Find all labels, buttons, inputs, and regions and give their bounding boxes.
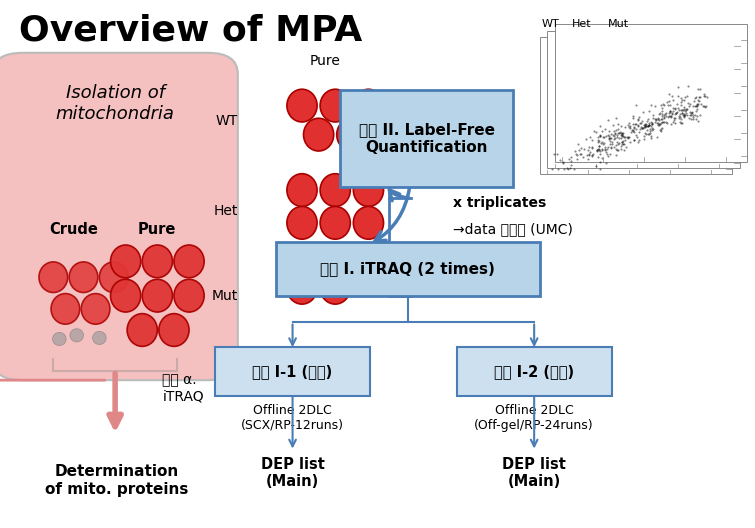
Text: Offline 2DLC
(Off-gel/RP-24runs): Offline 2DLC (Off-gel/RP-24runs) — [474, 404, 594, 432]
Text: Pure: Pure — [137, 222, 176, 237]
Text: Het: Het — [214, 204, 238, 218]
Ellipse shape — [174, 245, 204, 278]
Ellipse shape — [320, 206, 350, 239]
Ellipse shape — [159, 314, 189, 346]
Text: x triplicates: x triplicates — [453, 196, 547, 210]
Text: Crude: Crude — [49, 222, 98, 237]
Text: Het: Het — [572, 19, 591, 29]
FancyBboxPatch shape — [215, 347, 370, 396]
Ellipse shape — [320, 271, 350, 304]
Text: →data 분석중 (UMC): →data 분석중 (UMC) — [453, 223, 573, 237]
Ellipse shape — [127, 314, 157, 346]
Ellipse shape — [100, 262, 128, 293]
Text: Pure: Pure — [310, 54, 340, 68]
Ellipse shape — [93, 332, 106, 345]
FancyBboxPatch shape — [457, 347, 612, 396]
Text: WT: WT — [542, 19, 560, 29]
Ellipse shape — [353, 174, 384, 206]
Ellipse shape — [70, 328, 84, 342]
Ellipse shape — [69, 262, 98, 293]
Text: Mut: Mut — [608, 19, 629, 29]
Ellipse shape — [320, 174, 350, 206]
Text: 정량 II. Label-Free
Quantification: 정량 II. Label-Free Quantification — [359, 122, 495, 155]
Ellipse shape — [39, 262, 68, 293]
FancyBboxPatch shape — [0, 53, 238, 380]
Text: 정량 I. iTRAQ (2 times): 정량 I. iTRAQ (2 times) — [320, 261, 495, 276]
Text: Mut: Mut — [211, 289, 238, 303]
Ellipse shape — [353, 89, 384, 122]
Ellipse shape — [110, 245, 140, 278]
Text: WT: WT — [216, 115, 238, 128]
Bar — [555, 24, 747, 162]
Ellipse shape — [110, 279, 140, 312]
Text: Overview of MPA: Overview of MPA — [19, 13, 362, 47]
Text: DEP list
(Main): DEP list (Main) — [502, 457, 566, 489]
Ellipse shape — [142, 245, 172, 278]
Ellipse shape — [82, 294, 110, 324]
Bar — [547, 31, 740, 168]
Text: 정량 I-1 (완료): 정량 I-1 (완료) — [252, 364, 333, 379]
Ellipse shape — [174, 279, 204, 312]
Ellipse shape — [142, 279, 172, 312]
Ellipse shape — [353, 206, 384, 239]
Ellipse shape — [287, 89, 317, 122]
Text: 정량 I-2 (완료): 정량 I-2 (완료) — [494, 364, 575, 379]
Bar — [540, 37, 732, 174]
Ellipse shape — [337, 118, 367, 151]
Ellipse shape — [287, 271, 317, 304]
FancyBboxPatch shape — [340, 90, 513, 187]
Ellipse shape — [287, 174, 317, 206]
Ellipse shape — [51, 294, 80, 324]
Text: DEP list
(Main): DEP list (Main) — [260, 457, 325, 489]
Ellipse shape — [287, 206, 317, 239]
Ellipse shape — [304, 118, 334, 151]
Text: Determination
of mito. proteins: Determination of mito. proteins — [45, 464, 189, 497]
Text: 정량 α.
iTRAQ: 정량 α. iTRAQ — [162, 373, 204, 403]
Text: Isolation of
mitochondria: Isolation of mitochondria — [56, 84, 174, 123]
Text: Offline 2DLC
(SCX/RP-12runs): Offline 2DLC (SCX/RP-12runs) — [241, 404, 344, 432]
Ellipse shape — [320, 89, 350, 122]
FancyBboxPatch shape — [276, 242, 540, 296]
Ellipse shape — [53, 333, 66, 345]
